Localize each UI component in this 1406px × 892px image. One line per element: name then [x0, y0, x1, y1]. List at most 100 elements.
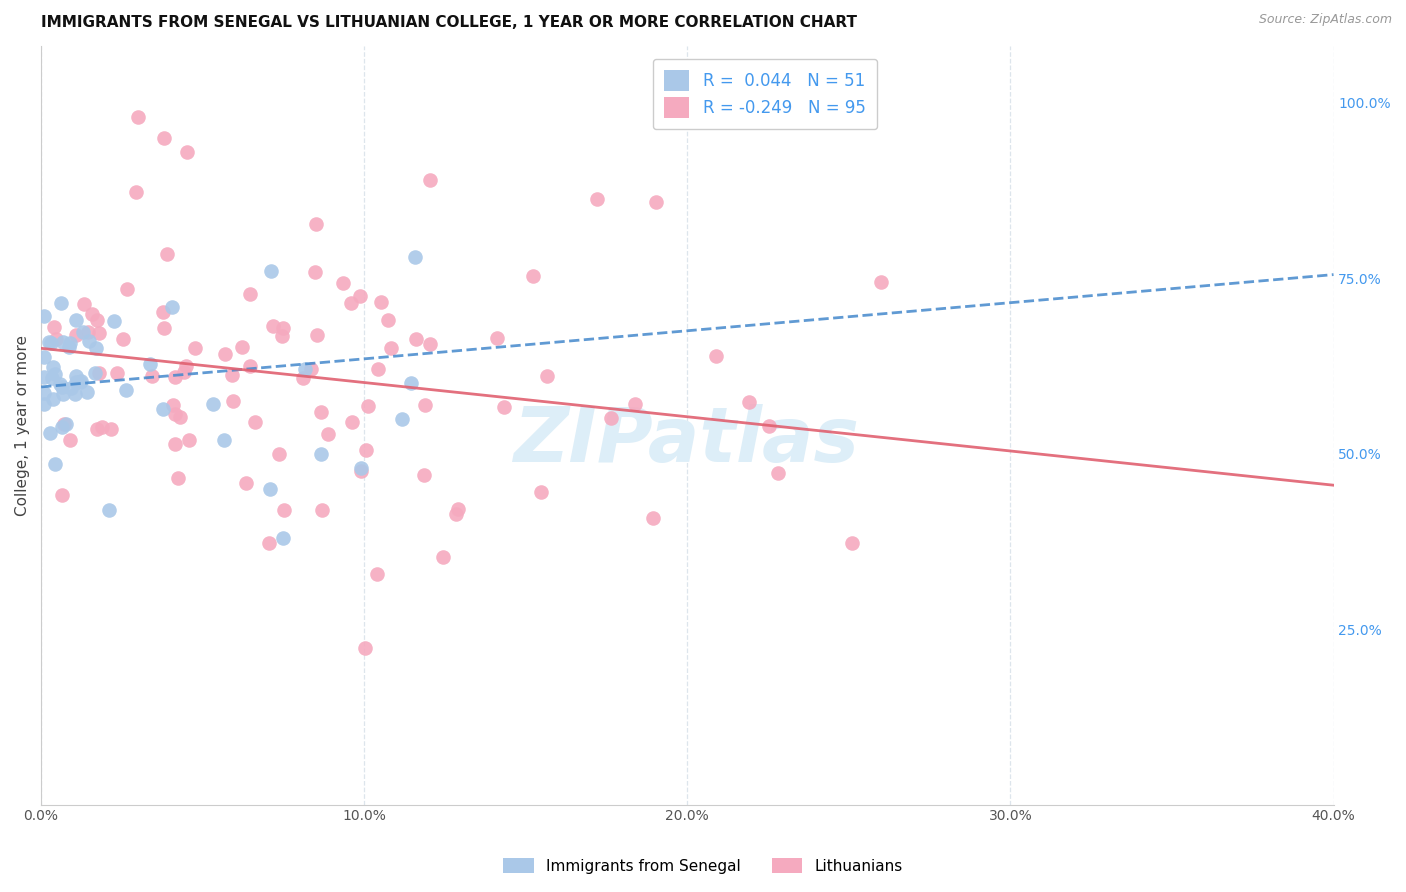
Point: [44, 457, 66, 471]
Point: [221, 368, 243, 383]
Point: [127, 110, 149, 124]
Point: [260, 264, 283, 278]
Point: [176, 145, 198, 159]
Point: [231, 340, 253, 354]
Point: [58, 340, 80, 354]
Point: [42, 320, 65, 334]
Point: [84, 367, 107, 381]
Point: [600, 411, 623, 425]
Point: [405, 332, 427, 346]
Point: [52, 387, 75, 401]
Point: [212, 433, 235, 447]
Point: [48, 377, 70, 392]
Legend: R =  0.044   N = 51, R = -0.249   N = 95: R = 0.044 N = 51, R = -0.249 N = 95: [652, 59, 877, 129]
Point: [339, 296, 361, 310]
Point: [377, 313, 399, 327]
Point: [273, 503, 295, 517]
Text: ZIPatlas: ZIPatlas: [515, 404, 860, 478]
Point: [97, 502, 120, 516]
Point: [34, 370, 56, 384]
Point: [105, 366, 128, 380]
Point: [419, 337, 441, 351]
Point: [86, 422, 108, 436]
Point: [492, 400, 515, 414]
Point: [39, 336, 62, 351]
Point: [169, 410, 191, 425]
Point: [271, 531, 294, 545]
Point: [42, 360, 65, 375]
Point: [55, 417, 77, 431]
Point: [77, 334, 100, 349]
Point: [52, 334, 75, 349]
Point: [41, 371, 63, 385]
Text: Source: ZipAtlas.com: Source: ZipAtlas.com: [1258, 13, 1392, 27]
Point: [60, 381, 83, 395]
Point: [380, 341, 402, 355]
Point: [65, 328, 87, 343]
Point: [91, 419, 114, 434]
Point: [404, 250, 426, 264]
Point: [139, 357, 162, 371]
Point: [263, 318, 285, 333]
Point: [222, 394, 245, 409]
Point: [80, 307, 103, 321]
Point: [354, 641, 377, 656]
Point: [536, 369, 558, 384]
Point: [485, 331, 508, 345]
Point: [173, 365, 195, 379]
Point: [72, 325, 94, 339]
Point: [350, 464, 373, 478]
Point: [238, 359, 260, 374]
Point: [70, 375, 93, 389]
Point: [357, 400, 380, 414]
Point: [73, 297, 96, 311]
Point: [271, 320, 294, 334]
Point: [141, 369, 163, 384]
Point: [530, 485, 553, 500]
Point: [239, 287, 262, 301]
Point: [305, 327, 328, 342]
Point: [257, 535, 280, 549]
Point: [51, 420, 73, 434]
Point: [125, 186, 148, 200]
Point: [624, 397, 647, 411]
Point: [413, 398, 436, 412]
Point: [153, 321, 176, 335]
Point: [259, 482, 281, 496]
Point: [77, 325, 100, 339]
Point: [174, 359, 197, 374]
Point: [65, 387, 87, 401]
Point: [34, 397, 56, 411]
Point: [115, 383, 138, 397]
Point: [641, 511, 664, 525]
Point: [38, 335, 60, 350]
Point: [342, 415, 364, 429]
Point: [401, 376, 423, 391]
Point: [152, 402, 174, 417]
Point: [34, 309, 56, 323]
Point: [51, 487, 73, 501]
Point: [167, 471, 190, 485]
Point: [294, 362, 316, 376]
Point: [152, 305, 174, 319]
Point: [367, 362, 389, 376]
Point: [100, 422, 122, 436]
Point: [311, 405, 333, 419]
Point: [267, 447, 290, 461]
Point: [153, 130, 176, 145]
Point: [34, 386, 56, 401]
Point: [391, 411, 413, 425]
Point: [45, 332, 67, 346]
Point: [332, 276, 354, 290]
Point: [38, 426, 60, 441]
Y-axis label: College, 1 year or more: College, 1 year or more: [15, 335, 30, 516]
Point: [869, 275, 891, 289]
Point: [235, 476, 257, 491]
Point: [271, 329, 294, 343]
Point: [115, 282, 138, 296]
Point: [758, 418, 780, 433]
Point: [89, 366, 111, 380]
Point: [65, 375, 87, 389]
Point: [419, 173, 441, 187]
Point: [311, 447, 333, 461]
